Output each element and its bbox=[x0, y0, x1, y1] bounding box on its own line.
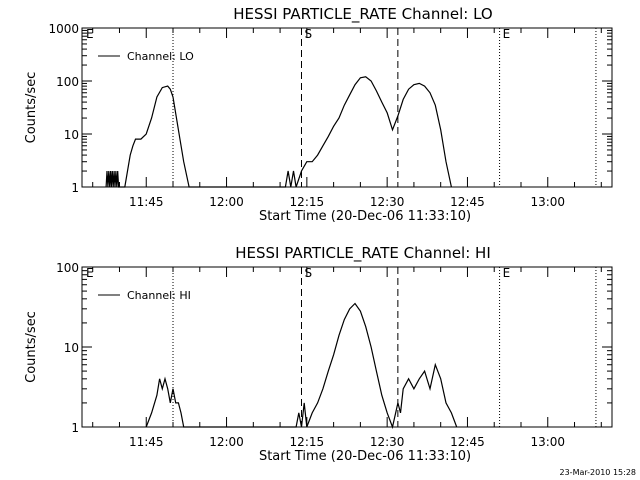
interval-marker-label: S bbox=[304, 266, 312, 280]
legend-label: Channel: HI bbox=[127, 289, 191, 302]
timestamp-stamp: 23-Mar-2010 15:28 bbox=[560, 468, 637, 477]
x-axis-label: Start Time (20-Dec-06 11:33:10) bbox=[259, 449, 471, 464]
y-axis-label: Counts/sec bbox=[24, 72, 39, 144]
series-line bbox=[145, 302, 458, 430]
y-tick-label: 100 bbox=[56, 75, 79, 89]
interval-marker-label: S bbox=[304, 27, 312, 41]
interval-marker-label: E bbox=[503, 27, 511, 41]
x-tick-label: 13:00 bbox=[530, 435, 565, 449]
x-tick-label: 12:45 bbox=[450, 435, 485, 449]
x-axis-label: Start Time (20-Dec-06 11:33:10) bbox=[259, 209, 471, 224]
y-tick-label: 100 bbox=[56, 261, 79, 275]
x-tick-label: 12:15 bbox=[290, 195, 325, 209]
x-tick-label: 12:45 bbox=[450, 195, 485, 209]
y-tick-label: 10 bbox=[64, 341, 79, 355]
y-tick-label: 1 bbox=[71, 181, 79, 195]
x-tick-label: 12:15 bbox=[290, 435, 325, 449]
x-tick-label: 12:30 bbox=[370, 435, 405, 449]
interval-marker-label: E bbox=[86, 266, 94, 280]
plot-frame bbox=[81, 27, 613, 188]
x-tick-label: 12:00 bbox=[209, 195, 244, 209]
series-line bbox=[105, 76, 452, 188]
y-tick-label: 10 bbox=[64, 128, 79, 142]
legend-label: Channel: LO bbox=[127, 50, 194, 63]
x-tick-label: 13:00 bbox=[530, 195, 565, 209]
y-axis-label: Counts/sec bbox=[24, 311, 39, 383]
interval-marker-label: E bbox=[86, 27, 94, 41]
chart-title: HESSI PARTICLE_RATE Channel: LO bbox=[233, 5, 492, 24]
panel-hi: HESSI PARTICLE_RATE Channel: HI 1 10 100 11:… bbox=[24, 244, 613, 464]
panel-lo: HESSI PARTICLE_RATE Channel: LO 1 10 100 100… bbox=[24, 5, 613, 224]
x-tick-label: 12:30 bbox=[370, 195, 405, 209]
y-tick-label: 1000 bbox=[48, 22, 79, 36]
x-tick-label: 11:45 bbox=[129, 435, 164, 449]
x-tick-label: 11:45 bbox=[129, 195, 164, 209]
chart-title: HESSI PARTICLE_RATE Channel: HI bbox=[235, 244, 491, 263]
y-tick-label: 1 bbox=[71, 421, 79, 435]
interval-marker-label: E bbox=[503, 266, 511, 280]
x-tick-label: 12:00 bbox=[209, 435, 244, 449]
